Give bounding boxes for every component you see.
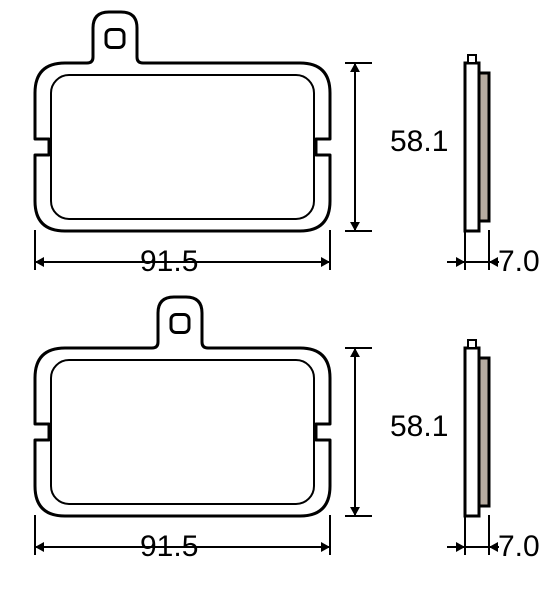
dim-label-width: 91.5: [140, 530, 198, 564]
dim-label-height: 58.1: [390, 410, 448, 444]
diagram-svg: [0, 0, 551, 600]
dim-label-thickness: 7.0: [498, 245, 540, 279]
dim-label-thickness: 7.0: [498, 530, 540, 564]
dim-label-width: 91.5: [140, 245, 198, 279]
diagram-canvas: 91.5 58.1 7.0 91.5 58.1 7.0: [0, 0, 551, 600]
dim-label-height: 58.1: [390, 125, 448, 159]
